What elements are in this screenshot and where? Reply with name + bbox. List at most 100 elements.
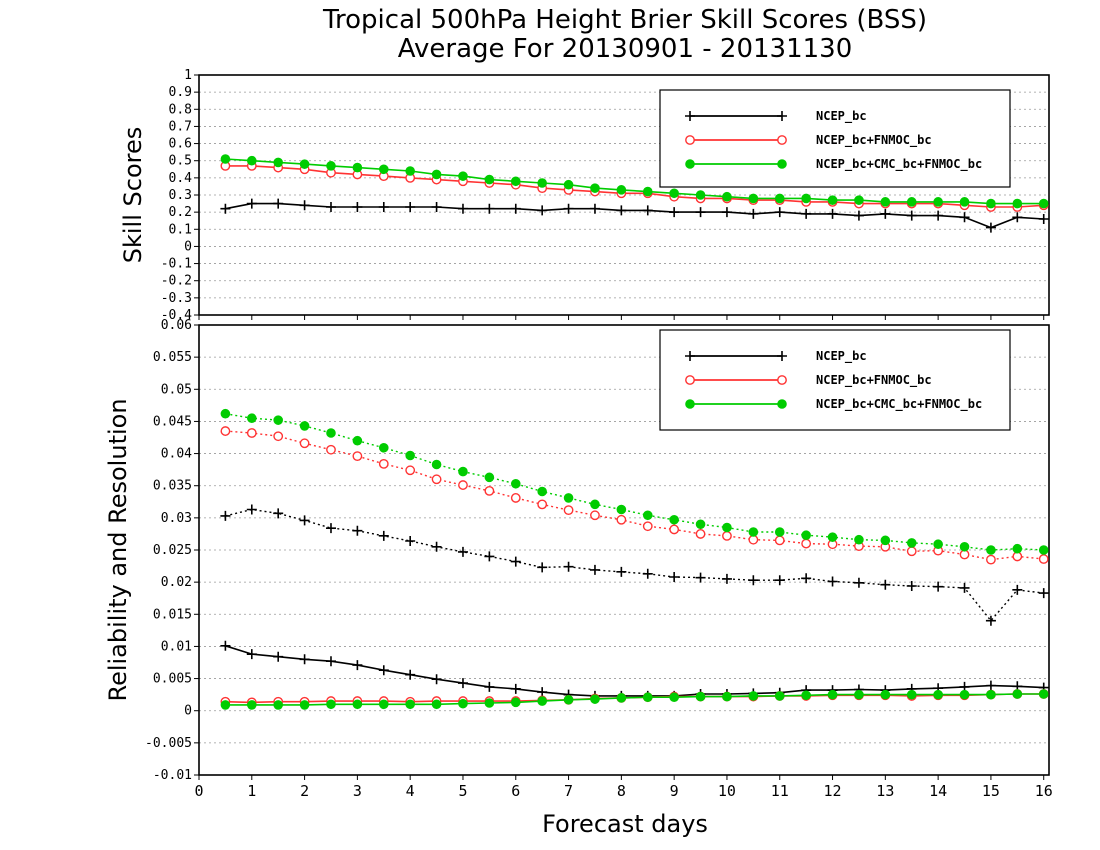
bottom-point-ncep-bc [721,573,732,584]
bottom-point-ncep-bc-cmc-bc-fnmoc-bc [590,694,600,704]
bottom-point-ncep-bc-cmc-bc-fnmoc-bc [827,689,838,700]
reliability-resolution-panel: Reliability and Resolution -0.01 -0.005 0 0… [104,318,1053,800]
top-legend-entry: NCEP_bc+CMC_bc+FNMOC_bc [816,157,982,172]
top-y-tick-label: 0.9 [169,85,192,100]
top-point-ncep-bc [827,208,838,219]
bottom-point-ncep-bc-fnmoc-bc [378,458,389,469]
top-point-ncep-bc-cmc-bc-fnmoc-bc [906,197,917,207]
x-tick-label: 16 [1035,782,1053,800]
top-point-ncep-bc-cmc-bc-fnmoc-bc [748,193,759,204]
bottom-point-ncep-bc [273,651,284,662]
bottom-point-ncep-bc [959,582,970,593]
top-point-ncep-bc-cmc-bc-fnmoc-bc [695,190,706,200]
bottom-y-tick-label: 0.045 [153,414,192,429]
bottom-point-ncep-bc-cmc-bc-fnmoc-bc [748,527,759,537]
x-tick-label: 1 [247,782,256,800]
top-point-ncep-bc-cmc-bc-fnmoc-bc [431,169,442,180]
bottom-point-ncep-bc [352,525,363,536]
bottom-point-ncep-bc-fnmoc-bc [484,485,495,496]
bottom-point-ncep-bc-fnmoc-bc [986,554,996,565]
bottom-point-ncep-bc-cmc-bc-fnmoc-bc [880,535,891,546]
top-point-ncep-bc [748,208,759,219]
bottom-point-ncep-bc-cmc-bc-fnmoc-bc [669,692,679,703]
bottom-point-ncep-bc [774,575,785,586]
x-tick-label: 6 [511,782,520,800]
bottom-legend-entry: NCEP_bc [816,349,867,364]
bottom-point-ncep-bc [933,581,944,592]
bottom-point-ncep-bc [853,577,864,588]
bottom-point-ncep-bc-cmc-bc-fnmoc-bc [431,699,442,710]
top-point-ncep-bc [457,203,468,214]
top-point-ncep-bc [220,203,231,214]
bottom-point-ncep-bc-fnmoc-bc [220,426,231,436]
bottom-y-tick-label: 0.05 [161,382,192,397]
bottom-point-ncep-bc-cmc-bc-fnmoc-bc [695,691,706,702]
top-point-ncep-bc-cmc-bc-fnmoc-bc [642,186,653,197]
bottom-point-ncep-bc-cmc-bc-fnmoc-bc [537,696,547,706]
top-point-ncep-bc-cmc-bc-fnmoc-bc [510,176,521,187]
bottom-legend-marker [777,351,787,361]
top-point-ncep-bc [933,210,944,221]
bottom-point-ncep-bc [1012,584,1023,595]
bottom-point-ncep-bc-cmc-bc-fnmoc-bc [880,689,891,700]
bottom-y-tick-label: 0 [184,704,192,719]
bottom-point-ncep-bc [325,523,336,534]
bottom-point-ncep-bc-cmc-bc-fnmoc-bc [986,545,996,555]
top-point-ncep-bc [906,210,917,221]
top-point-ncep-bc-cmc-bc-fnmoc-bc [1012,198,1023,209]
bottom-point-ncep-bc-fnmoc-bc [246,428,257,438]
bottom-point-ncep-bc-cmc-bc-fnmoc-bc [352,435,363,446]
bottom-point-ncep-bc [352,660,363,671]
bottom-point-ncep-bc-cmc-bc-fnmoc-bc [695,519,706,530]
bottom-point-ncep-bc-cmc-bc-fnmoc-bc [326,428,336,438]
top-point-ncep-bc-cmc-bc-fnmoc-bc [616,185,627,195]
bottom-point-ncep-bc-fnmoc-bc [616,514,627,525]
bottom-point-ncep-bc-cmc-bc-fnmoc-bc [510,697,521,708]
bottom-y-tick-label: 0.06 [161,318,192,333]
top-point-ncep-bc-cmc-bc-fnmoc-bc [801,193,811,204]
x-tick-label: 2 [300,782,309,800]
top-legend-marker [685,111,695,121]
bottom-point-ncep-bc-cmc-bc-fnmoc-bc [906,689,917,700]
bottom-point-ncep-bc-fnmoc-bc [431,474,442,485]
top-point-ncep-bc [1012,212,1023,223]
x-tick-label: 11 [771,782,789,800]
x-tick-label: 13 [876,782,894,800]
bottom-point-ncep-bc [405,536,416,546]
bottom-point-ncep-bc [537,687,548,698]
bottom-y-tick-label: -0.005 [145,736,192,751]
bottom-point-ncep-bc-cmc-bc-fnmoc-bc [959,541,970,552]
bottom-point-ncep-bc-cmc-bc-fnmoc-bc [246,700,257,710]
bottom-point-ncep-bc [906,581,917,591]
bottom-point-ncep-bc [510,683,521,694]
top-point-ncep-bc [959,212,970,223]
bottom-point-ncep-bc-fnmoc-bc [774,535,785,546]
bottom-point-ncep-bc-fnmoc-bc [273,431,284,442]
bottom-point-ncep-bc [801,573,812,584]
bottom-legend: NCEP_bc NCEP_bc+FNMOC_bc NCEP_bc+CMC_bc+FN… [659,329,1011,431]
bottom-point-ncep-bc-cmc-bc-fnmoc-bc [220,408,231,419]
bottom-point-ncep-bc-cmc-bc-fnmoc-bc [326,699,336,710]
bottom-point-ncep-bc [642,568,653,579]
top-legend-entry: NCEP_bc [816,109,867,124]
top-point-ncep-bc [484,203,495,214]
x-axis-label: Forecast days [542,810,708,838]
top-point-ncep-bc-cmc-bc-fnmoc-bc [774,193,785,204]
bottom-y-tick-label: 0.04 [161,447,192,462]
x-tick-label: 9 [670,782,679,800]
bottom-point-ncep-bc [273,508,284,519]
top-point-ncep-bc-cmc-bc-fnmoc-bc [326,161,336,171]
bottom-point-ncep-bc [457,678,468,689]
top-point-ncep-bc [669,207,680,218]
top-point-ncep-bc [695,207,706,218]
top-point-ncep-bc [642,205,653,216]
bottom-point-ncep-bc-cmc-bc-fnmoc-bc [220,700,231,710]
bottom-point-ncep-bc-cmc-bc-fnmoc-bc [563,694,574,705]
top-y-tick-label: -0.1 [161,257,192,272]
bottom-point-ncep-bc-fnmoc-bc [458,480,468,490]
x-tick-label: 8 [617,782,626,800]
bottom-point-ncep-bc-cmc-bc-fnmoc-bc [484,472,495,483]
bottom-legend-entry: NCEP_bc+CMC_bc+FNMOC_bc [816,397,982,412]
bottom-series-line-ncep-bc [225,508,1044,622]
